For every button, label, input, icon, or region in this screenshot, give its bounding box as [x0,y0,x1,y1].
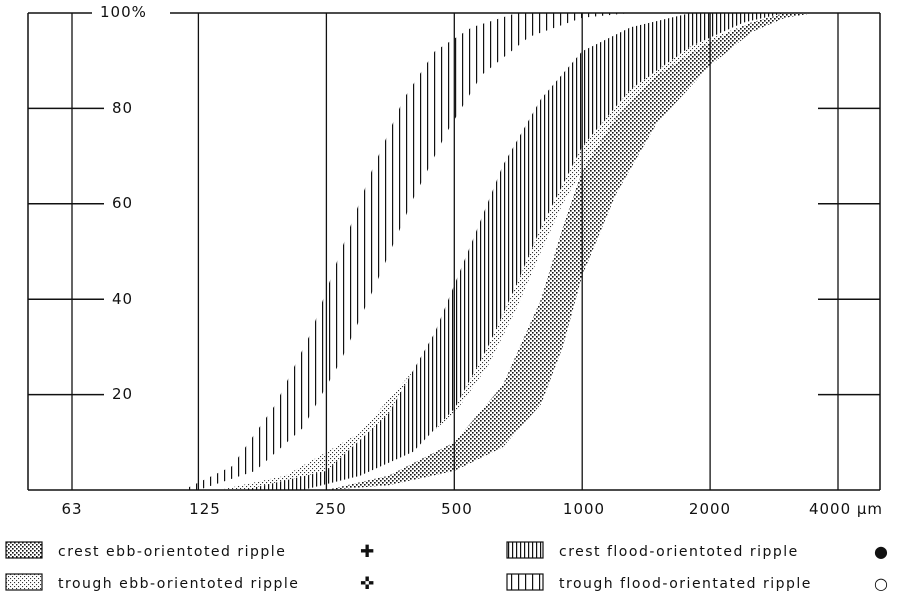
x-tick-label-500: 500 [441,500,473,518]
legend-marker-crest-ebb: ✚ [360,542,376,562]
band-trough-flood [183,13,631,490]
legend-swatch-crest-ebb [5,541,43,559]
legend-item-trough-ebb: trough ebb-orientoted ripple ✜ [5,573,376,594]
x-tick-label-4000: 4000 µm [809,500,883,518]
band-crest-flood [244,13,785,490]
legend-label-trough-ebb: trough ebb-orientoted ripple [58,576,299,592]
y-tick-label-60: 60 [112,194,133,212]
chart-grid [71,13,839,490]
y-tick-label-100: 100% [100,3,147,21]
x-tick-label-250: 250 [315,500,347,518]
legend-marker-crest-flood: ● [874,542,889,561]
legend: crest ebb-orientoted ripple ✚ trough ebb… [5,541,889,594]
legend-swatch-crest-flood [506,541,544,559]
legend-swatch-trough-flood [506,573,544,591]
x-tick-label-63: 63 [61,500,82,518]
legend-label-crest-ebb: crest ebb-orientoted ripple [58,544,286,560]
legend-item-crest-ebb: crest ebb-orientoted ripple ✚ [5,541,376,562]
legend-item-trough-flood: trough flood-orientated ripple ○ [506,573,889,593]
legend-swatch-trough-ebb [5,573,43,591]
y-tick-label-80: 80 [112,99,133,117]
y-tick-labels: 100% 80 60 40 20 [100,3,147,403]
legend-marker-trough-ebb: ✜ [360,574,376,594]
y-tick-label-40: 40 [112,290,133,308]
legend-marker-trough-flood: ○ [874,574,889,593]
legend-item-crest-flood: crest flood-orientoted ripple ● [506,541,889,561]
x-tick-label-2000: 2000 [689,500,731,518]
distribution-bands [183,13,814,490]
legend-label-trough-flood: trough flood-orientated ripple [559,576,812,592]
x-tick-label-125: 125 [189,500,221,518]
x-tick-label-1000: 1000 [563,500,605,518]
legend-label-crest-flood: crest flood-orientoted ripple [559,544,799,560]
chart-frame [27,12,881,491]
band-crest-ebb [326,13,814,490]
x-tick-labels: 63 125 250 500 1000 2000 4000 µm [61,500,883,518]
y-tick-label-20: 20 [112,385,133,403]
